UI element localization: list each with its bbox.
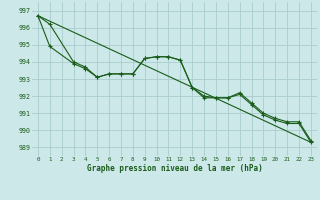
X-axis label: Graphe pression niveau de la mer (hPa): Graphe pression niveau de la mer (hPa) [86, 164, 262, 173]
